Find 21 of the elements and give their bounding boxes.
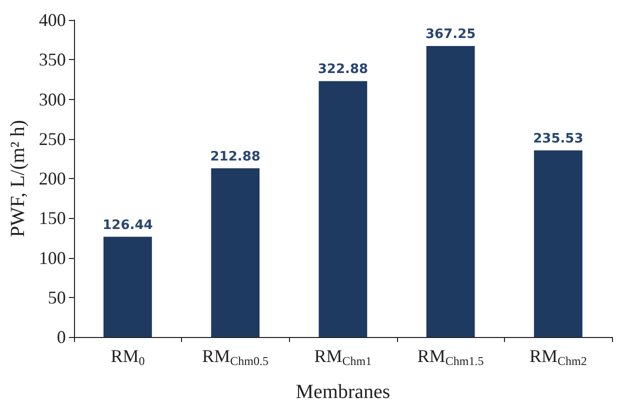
bar	[534, 150, 582, 337]
y-tick-label: 200	[38, 168, 66, 188]
y-tick-label: 50	[48, 287, 66, 308]
y-tick-label: 400	[38, 10, 66, 30]
y-tick-label: 350	[38, 50, 66, 70]
data-label: 367.25	[425, 26, 476, 42]
y-tick-label: 300	[38, 89, 66, 110]
bar	[426, 46, 475, 337]
y-tick-label: 100	[38, 248, 66, 268]
y-tick-label: 150	[38, 208, 66, 228]
y-tick-label: 250	[38, 128, 66, 149]
x-axis-title: Membranes	[296, 381, 390, 403]
data-label: 235.53	[533, 131, 584, 146]
data-label: 126.44	[102, 218, 153, 233]
data-label: 212.88	[210, 149, 260, 164]
y-axis-title: PWF, L/(m² h)	[7, 120, 29, 238]
bar	[318, 81, 368, 337]
data-label: 322.88	[318, 62, 368, 78]
bar	[211, 168, 260, 337]
y-tick-label: 0	[56, 327, 66, 347]
bar	[103, 236, 152, 337]
